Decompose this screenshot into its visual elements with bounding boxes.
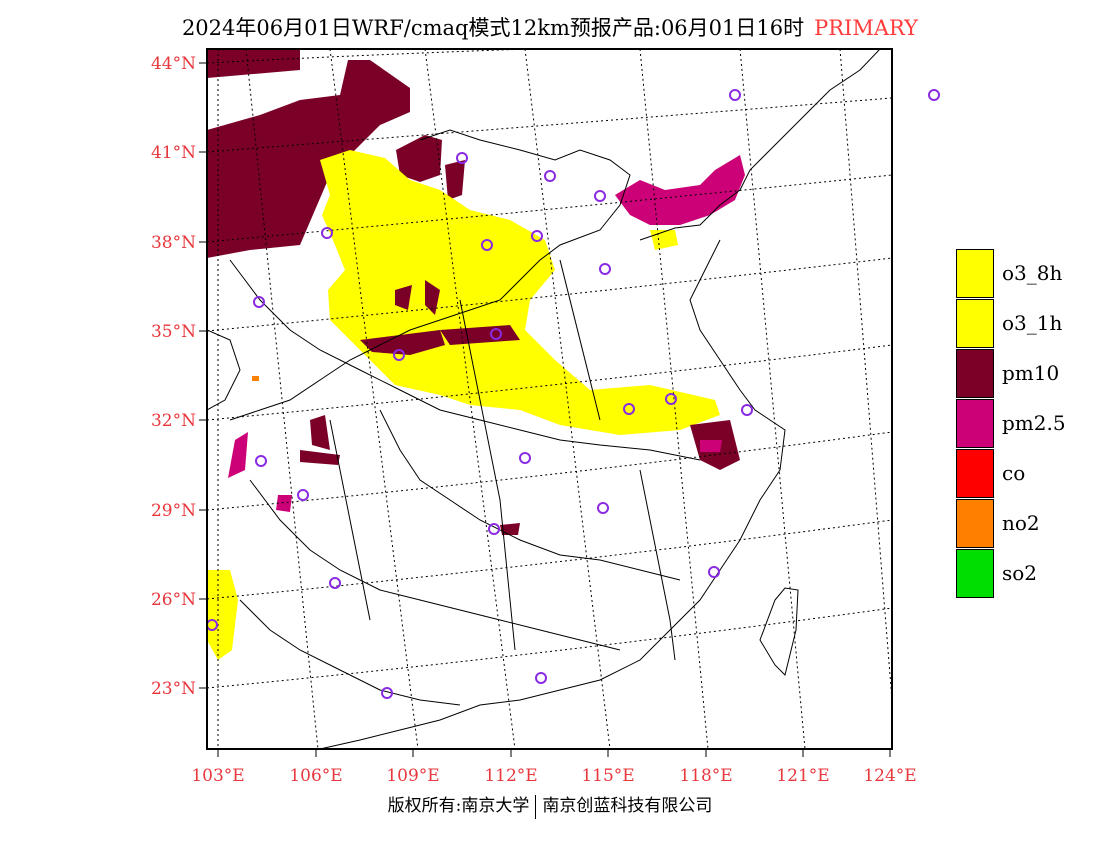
footer-separator <box>535 794 537 819</box>
lat-label-26: 26°N <box>150 590 196 610</box>
lon-label-115: 115°E <box>581 766 635 786</box>
lat-label-32: 32°N <box>150 411 196 431</box>
legend-swatch <box>956 449 994 498</box>
lon-label-124: 124°E <box>863 766 917 786</box>
copyright-left: 版权所有:南京大学 <box>387 796 530 816</box>
legend-label: o3_8h <box>1002 261 1063 285</box>
legend-swatch <box>956 549 994 598</box>
lon-label-109: 109°E <box>386 766 440 786</box>
lat-label-38: 38°N <box>150 233 196 253</box>
lon-label-106: 106°E <box>289 766 343 786</box>
pm25-north-region <box>228 155 745 512</box>
legend-swatch <box>956 399 994 448</box>
legend-label: o3_1h <box>1002 311 1063 335</box>
legend-swatch <box>956 299 994 348</box>
lon-label-103: 103°E <box>191 766 245 786</box>
legend-swatch <box>956 499 994 548</box>
axis-ticks <box>199 62 891 757</box>
copyright-right: 南京创蓝科技有限公司 <box>542 796 713 816</box>
boundary-lines <box>207 49 881 749</box>
lon-label-121: 121°E <box>776 766 830 786</box>
title-primary-tag: PRIMARY <box>814 16 919 40</box>
lat-label-29: 29°N <box>150 501 196 521</box>
copyright-footer: 版权所有:南京大学 南京创蓝科技有限公司 <box>0 791 1100 819</box>
o3-north-region <box>207 150 720 660</box>
lon-label-118: 118°E <box>679 766 733 786</box>
lat-label-35: 35°N <box>150 322 196 342</box>
lat-label-44: 44°N <box>150 54 196 74</box>
lon-label-112: 112°E <box>484 766 538 786</box>
legend-label: pm2.5 <box>1002 411 1066 435</box>
pm10-north-region <box>207 49 465 258</box>
station-markers <box>207 89 753 699</box>
legend-label: so2 <box>1002 561 1038 585</box>
map-frame <box>206 48 893 750</box>
legend-label: no2 <box>1002 511 1040 535</box>
no2-patch <box>252 376 259 381</box>
station-marker <box>928 89 940 101</box>
legend-label: pm10 <box>1002 361 1060 385</box>
lat-label-23: 23°N <box>150 679 196 699</box>
map-title: 2024年06月01日WRF/cmaq模式12km预报产品:06月01日16时 P… <box>0 12 1100 42</box>
lat-label-41: 41°N <box>150 143 196 163</box>
legend-swatch <box>956 249 994 298</box>
legend-swatch <box>956 349 994 398</box>
legend-label: co <box>1002 461 1026 485</box>
title-main: 2024年06月01日WRF/cmaq模式12km预报产品:06月01日16时 <box>181 16 805 40</box>
graticule <box>207 49 892 749</box>
